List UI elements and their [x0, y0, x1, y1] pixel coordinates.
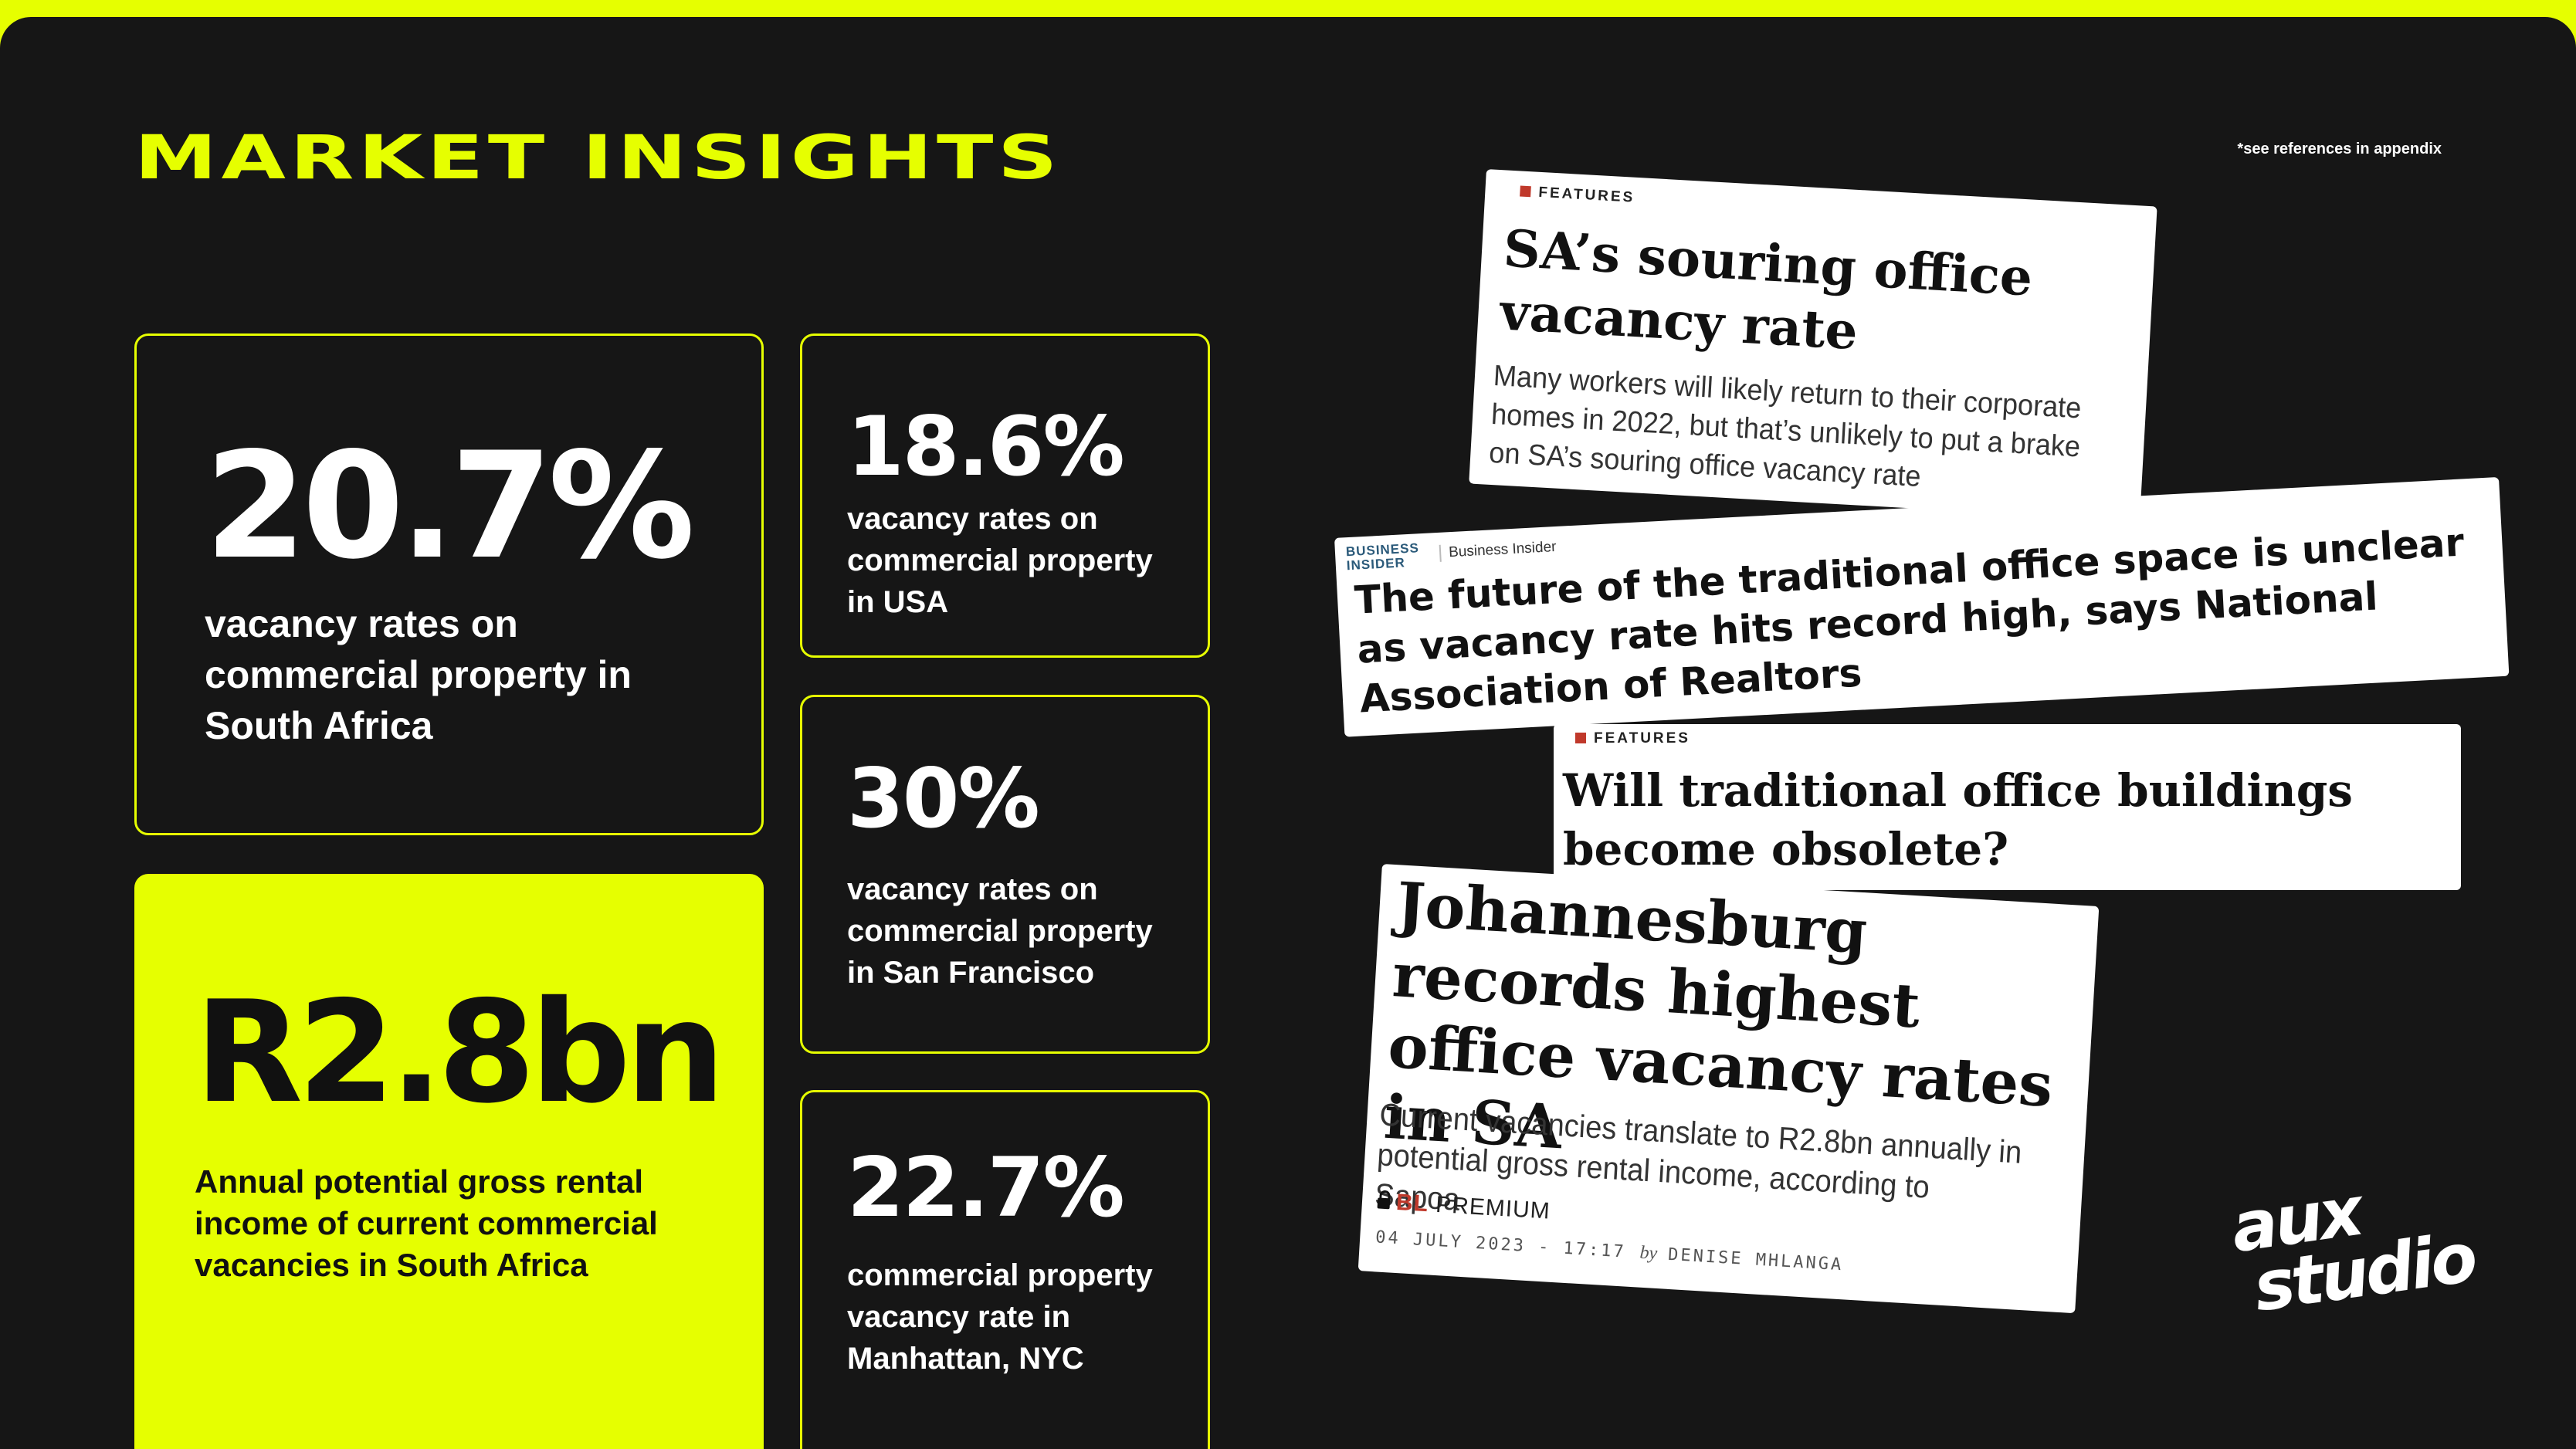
stat-description: vacancy rates on commercial property in …	[847, 502, 1153, 619]
stat-description: vacancy rates on commercial property in …	[847, 872, 1153, 990]
lock-icon	[1377, 1197, 1391, 1210]
stat-card-rental-income: R2.8bn Annual potential gross rental inc…	[134, 874, 764, 1449]
news-clipping-obsolete-offices: FEATURES Will traditional office buildin…	[1554, 724, 2461, 890]
stat-value: 20.7%	[205, 421, 695, 591]
references-footnote: *see references in appendix	[2237, 140, 2442, 157]
news-clipping-johannesburg: Johannesburg records highest office vaca…	[1357, 864, 2100, 1314]
clipping-date: 04 JULY 2023 - 17:17	[1374, 1227, 1627, 1262]
stat-description: Annual potential gross rental income of …	[195, 1163, 658, 1283]
clipping-source: Business Insider	[1439, 538, 1557, 562]
page-title: MARKET INSIGHTS	[134, 124, 1063, 193]
clipping-subtitle: Many workers will likely return to their…	[1488, 359, 2083, 493]
stat-description: vacancy rates on commercial property in …	[205, 602, 632, 747]
stat-value: R2.8bn	[195, 970, 725, 1134]
news-clipping-sa-vacancy: FEATURES SA’s souring office vacancy rat…	[1469, 169, 2157, 521]
slide: MARKET INSIGHTS *see references in appen…	[0, 17, 2576, 1449]
stat-description: commercial property vacancy rate in Manh…	[847, 1258, 1153, 1376]
features-tag: FEATURES	[1520, 183, 1635, 206]
stat-card-south-africa: 20.7% vacancy rates on commercial proper…	[134, 333, 764, 835]
clipping-author: DENISE MHLANGA	[1667, 1244, 1844, 1275]
aux-studio-logo: aux studio	[2226, 1170, 2479, 1327]
features-tag: FEATURES	[1575, 730, 1690, 747]
square-icon	[1575, 733, 1586, 743]
stat-card-manhattan: 22.7% commercial property vacancy rate i…	[800, 1090, 1210, 1449]
clipping-headline: SA’s souring office vacancy rate	[1498, 218, 2035, 362]
news-clipping-business-insider: BUSINESS INSIDER Business Insider The fu…	[1334, 476, 2510, 737]
stat-value: 30%	[847, 751, 1040, 846]
stat-value: 18.6%	[847, 399, 1125, 494]
clipping-headline: Will traditional office buildings become…	[1563, 764, 2353, 875]
square-icon	[1520, 185, 1531, 198]
stat-card-san-francisco: 30% vacancy rates on commercial property…	[800, 695, 1210, 1054]
stat-value: 22.7%	[847, 1140, 1125, 1235]
stat-card-usa: 18.6% vacancy rates on commercial proper…	[800, 333, 1210, 658]
business-insider-logo: BUSINESS INSIDER	[1345, 540, 1420, 574]
